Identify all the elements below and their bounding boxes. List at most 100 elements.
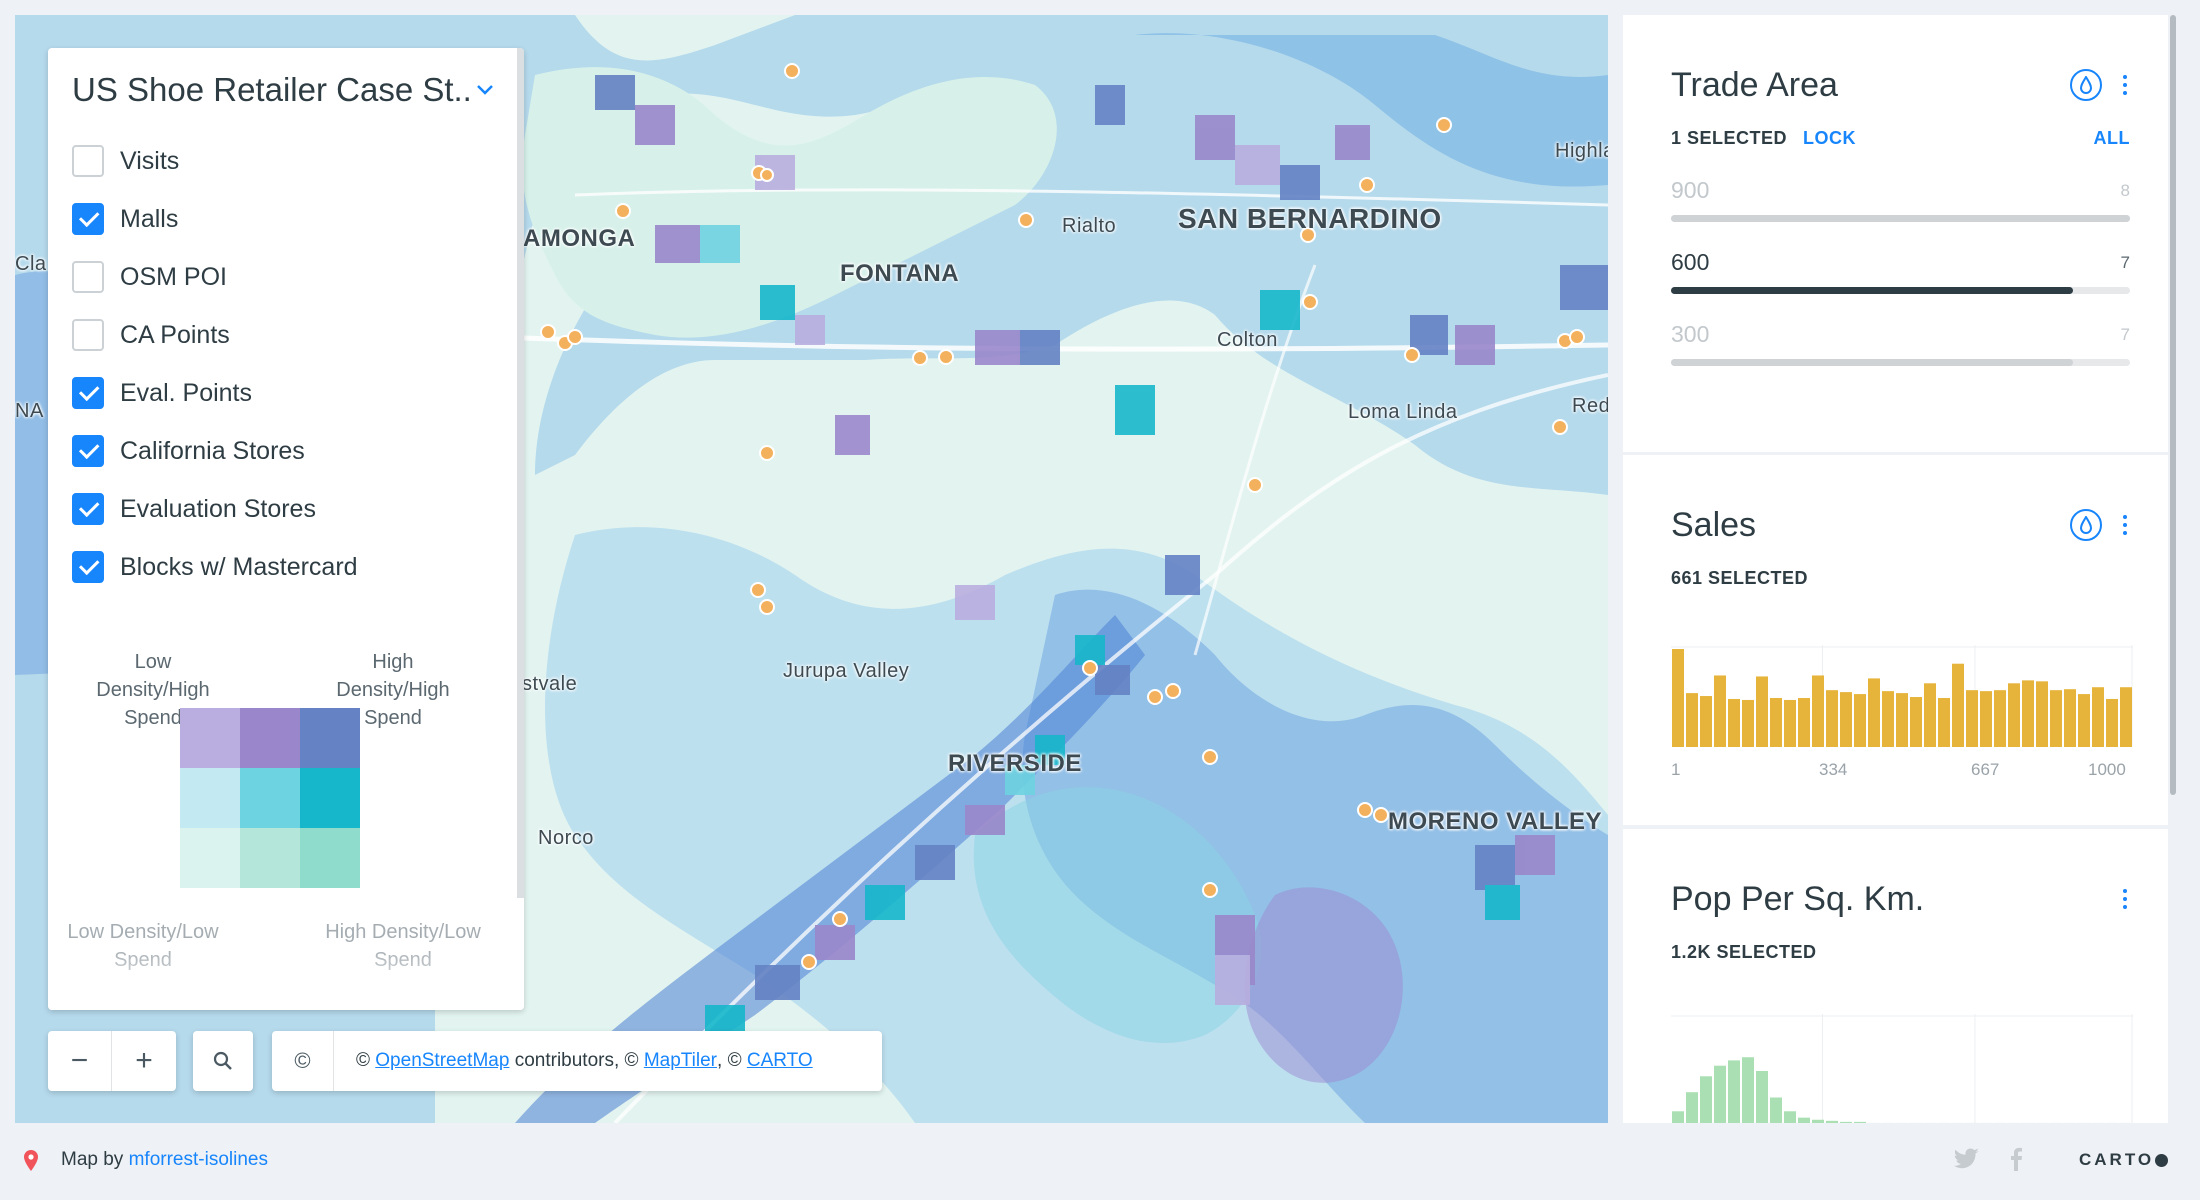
- category-row[interactable]: 300 7: [1671, 311, 2130, 383]
- histogram-bar[interactable]: [1714, 1065, 1726, 1123]
- selected-count: 1 SELECTED: [1671, 127, 1788, 148]
- carto-link[interactable]: CARTO: [746, 1050, 813, 1071]
- histogram-bar[interactable]: [2092, 687, 2104, 747]
- layer-item[interactable]: Evaluation Stores: [48, 480, 524, 538]
- histogram-bar[interactable]: [1854, 1121, 1866, 1123]
- color-by-button[interactable]: [2070, 69, 2102, 101]
- layer-item[interactable]: Malls: [48, 190, 524, 248]
- search-button[interactable]: [193, 1031, 253, 1091]
- histogram-bar[interactable]: [1784, 1111, 1796, 1123]
- histogram-bar[interactable]: [1938, 698, 1950, 747]
- legend-swatch: [180, 828, 240, 888]
- histogram-bar[interactable]: [2036, 681, 2048, 747]
- histogram-bar[interactable]: [1756, 676, 1768, 747]
- histogram-bar[interactable]: [1714, 675, 1726, 747]
- carto-logo[interactable]: CARTO: [2079, 1150, 2169, 1170]
- histogram-bar[interactable]: [1700, 696, 1712, 747]
- lock-button[interactable]: LOCK: [1803, 127, 1857, 148]
- histogram-bar[interactable]: [2064, 689, 2076, 747]
- histogram-bar[interactable]: [1854, 694, 1866, 747]
- histogram-bar[interactable]: [1840, 692, 1852, 747]
- legend-swatch: [180, 768, 240, 828]
- layer-checkbox[interactable]: [72, 203, 104, 235]
- zoom-in-button[interactable]: +: [135, 1044, 153, 1077]
- histogram-bar[interactable]: [2050, 690, 2062, 747]
- histogram-bar[interactable]: [1980, 691, 1992, 747]
- histogram-bar[interactable]: [1812, 675, 1824, 747]
- histogram-bar[interactable]: [1742, 1057, 1754, 1123]
- layer-checkbox[interactable]: [72, 551, 104, 583]
- histogram-bar[interactable]: [2106, 698, 2118, 747]
- sales-histogram[interactable]: [1671, 645, 2133, 747]
- location-pin-icon: [24, 1150, 38, 1171]
- maptiler-link[interactable]: MapTiler: [643, 1050, 718, 1071]
- scrollbar-thumb[interactable]: [2170, 15, 2176, 795]
- twitter-icon[interactable]: [1954, 1147, 1980, 1169]
- layer-checkbox[interactable]: [72, 319, 104, 351]
- histogram-bar[interactable]: [1784, 699, 1796, 747]
- histogram-bar[interactable]: [1826, 690, 1838, 747]
- histogram-bar[interactable]: [2008, 683, 2020, 747]
- layer-checkbox[interactable]: [72, 435, 104, 467]
- histogram-bar[interactable]: [1896, 693, 1908, 747]
- histogram-bar[interactable]: [1742, 699, 1754, 747]
- color-by-button[interactable]: [2070, 509, 2102, 541]
- chevron-down-icon[interactable]: [470, 75, 500, 105]
- facebook-icon[interactable]: [2009, 1147, 2023, 1171]
- category-count: 8: [2120, 181, 2130, 200]
- layers-header[interactable]: US Shoe Retailer Case St...: [48, 48, 524, 132]
- panel-scrollbar[interactable]: [2168, 15, 2178, 1123]
- histogram-bar[interactable]: [1770, 698, 1782, 747]
- histogram-bar[interactable]: [1798, 1117, 1810, 1123]
- histogram-bar[interactable]: [1952, 663, 1964, 747]
- layer-checkbox[interactable]: [72, 261, 104, 293]
- histogram-bar[interactable]: [1700, 1076, 1712, 1123]
- copyright-icon[interactable]: ©: [272, 1031, 334, 1091]
- histogram-bar[interactable]: [1756, 1071, 1768, 1123]
- histogram-bar[interactable]: [1840, 1121, 1852, 1123]
- layer-checkbox[interactable]: [72, 493, 104, 525]
- histogram-bar[interactable]: [1686, 1092, 1698, 1123]
- droplet-icon: [2079, 516, 2093, 534]
- histogram-bar[interactable]: [1994, 690, 2006, 747]
- select-all-button[interactable]: ALL: [2093, 127, 2130, 148]
- histogram-bar[interactable]: [1728, 1060, 1740, 1123]
- histogram-bar[interactable]: [2120, 687, 2132, 747]
- category-row[interactable]: 600 7: [1671, 239, 2130, 311]
- histogram-bar[interactable]: [1672, 649, 1684, 747]
- category-row[interactable]: 900 8: [1671, 167, 2130, 239]
- category-bar: [1671, 215, 2130, 222]
- layers-scrollbar[interactable]: [517, 48, 524, 898]
- osm-link[interactable]: OpenStreetMap: [375, 1050, 510, 1071]
- layer-checkbox[interactable]: [72, 377, 104, 409]
- histogram-bar[interactable]: [1826, 1120, 1838, 1123]
- histogram-bar[interactable]: [1686, 693, 1698, 747]
- histogram-bar[interactable]: [1672, 1111, 1684, 1123]
- histogram-bar[interactable]: [1910, 697, 1922, 747]
- population-histogram[interactable]: [1671, 1014, 2133, 1123]
- histogram-bar[interactable]: [1868, 678, 1880, 747]
- histogram-bar[interactable]: [1882, 691, 1894, 747]
- layer-item[interactable]: California Stores: [48, 422, 524, 480]
- layer-item[interactable]: Eval. Points: [48, 364, 524, 422]
- layer-item[interactable]: Blocks w/ Mastercard: [48, 538, 524, 596]
- footer: Map by mforrest-isolines CARTO: [0, 1123, 2200, 1200]
- histogram-bar[interactable]: [1728, 698, 1740, 747]
- histogram-bar[interactable]: [1770, 1097, 1782, 1124]
- histogram-bar[interactable]: [1966, 690, 1978, 747]
- layer-checkbox[interactable]: [72, 145, 104, 177]
- histogram-bar[interactable]: [1924, 683, 1936, 747]
- more-options-icon[interactable]: [2120, 889, 2130, 909]
- histogram-bar[interactable]: [2022, 680, 2034, 747]
- author-link[interactable]: mforrest-isolines: [128, 1149, 268, 1170]
- histogram-bar[interactable]: [1798, 698, 1810, 747]
- layer-item[interactable]: OSM POI: [48, 248, 524, 306]
- layer-item[interactable]: CA Points: [48, 306, 524, 364]
- layer-item[interactable]: Visits: [48, 132, 524, 190]
- histogram-bar[interactable]: [2078, 694, 2090, 747]
- histogram-bar[interactable]: [1812, 1119, 1824, 1123]
- zoom-out-button[interactable]: −: [48, 1031, 112, 1091]
- more-options-icon[interactable]: [2120, 75, 2130, 95]
- more-options-icon[interactable]: [2120, 515, 2130, 535]
- bivariate-legend: Low Density/High Spend High Density/High…: [48, 596, 524, 1010]
